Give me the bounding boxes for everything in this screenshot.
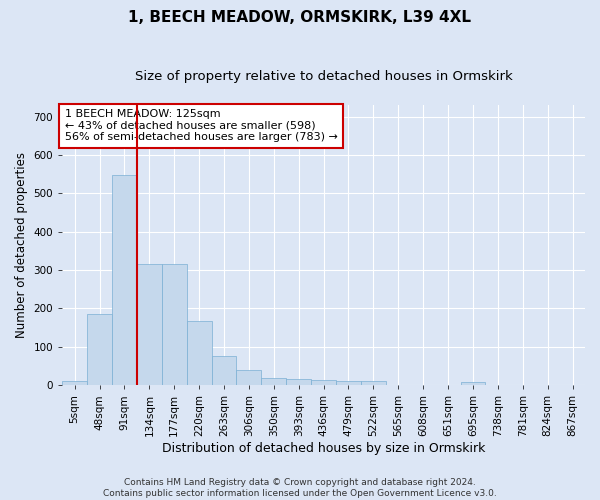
Bar [212, 356, 236, 386]
Bar [137, 264, 162, 386]
Bar [162, 264, 187, 386]
Text: 1, BEECH MEADOW, ORMSKIRK, L39 4XL: 1, BEECH MEADOW, ORMSKIRK, L39 4XL [128, 10, 472, 25]
Bar [361, 380, 386, 386]
Bar [236, 370, 262, 386]
Bar [87, 314, 112, 386]
Title: Size of property relative to detached houses in Ormskirk: Size of property relative to detached ho… [135, 70, 512, 83]
X-axis label: Distribution of detached houses by size in Ormskirk: Distribution of detached houses by size … [162, 442, 485, 455]
Bar [187, 321, 212, 386]
Bar [262, 378, 286, 386]
Text: Contains HM Land Registry data © Crown copyright and database right 2024.
Contai: Contains HM Land Registry data © Crown c… [103, 478, 497, 498]
Bar [286, 379, 311, 386]
Bar [62, 382, 87, 386]
Bar [112, 175, 137, 386]
Y-axis label: Number of detached properties: Number of detached properties [15, 152, 28, 338]
Bar [461, 382, 485, 386]
Bar [336, 380, 361, 386]
Bar [311, 380, 336, 386]
Text: 1 BEECH MEADOW: 125sqm
← 43% of detached houses are smaller (598)
56% of semi-de: 1 BEECH MEADOW: 125sqm ← 43% of detached… [65, 109, 338, 142]
